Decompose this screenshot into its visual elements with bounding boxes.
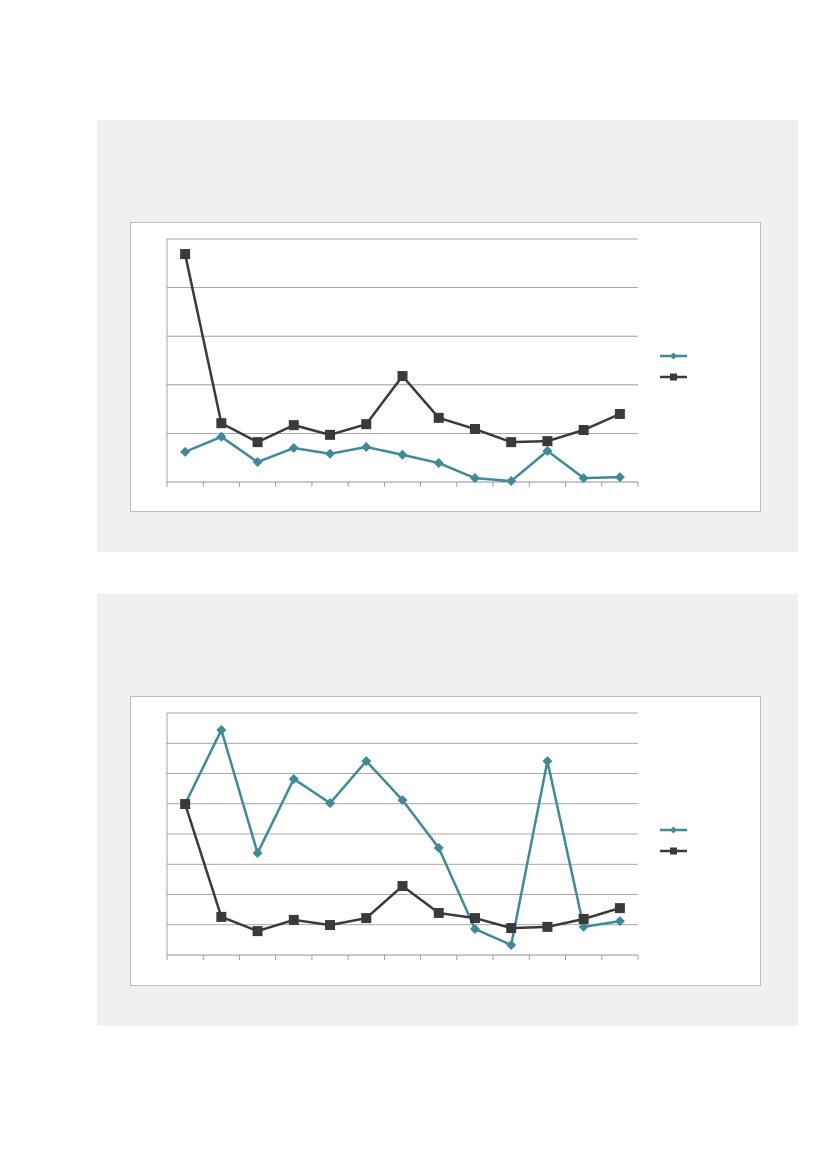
point xyxy=(216,431,227,442)
point xyxy=(397,371,408,382)
point xyxy=(252,457,263,468)
point xyxy=(325,429,336,440)
point xyxy=(288,420,299,431)
legend-symbol xyxy=(670,373,677,381)
legend-symbol xyxy=(670,847,677,855)
point xyxy=(614,903,625,914)
point xyxy=(542,921,553,932)
point xyxy=(361,442,372,453)
chart-frame xyxy=(130,696,761,986)
point xyxy=(216,724,227,735)
point xyxy=(361,756,372,767)
point xyxy=(506,940,517,951)
point xyxy=(397,449,408,460)
chart-frame xyxy=(130,222,761,512)
point xyxy=(614,472,625,483)
point xyxy=(252,437,263,448)
legend-marker xyxy=(670,847,677,855)
point xyxy=(506,476,517,487)
point xyxy=(252,848,263,859)
point xyxy=(469,923,480,934)
point xyxy=(433,842,444,853)
legend-marker xyxy=(670,826,677,834)
legend-symbol xyxy=(670,826,677,834)
point xyxy=(614,408,625,419)
point xyxy=(397,881,408,892)
point xyxy=(216,418,227,429)
point xyxy=(361,913,372,924)
legend-marker xyxy=(670,352,677,360)
point xyxy=(288,442,299,453)
point xyxy=(578,921,589,932)
legend-symbol xyxy=(670,352,677,360)
point xyxy=(433,412,444,423)
point xyxy=(433,458,444,469)
point xyxy=(288,914,299,925)
point xyxy=(578,473,589,484)
point xyxy=(542,756,553,767)
point xyxy=(578,424,589,435)
point xyxy=(542,436,553,447)
point xyxy=(361,419,372,430)
point xyxy=(397,795,408,806)
legend-marker xyxy=(670,373,677,381)
point xyxy=(325,920,336,931)
point xyxy=(180,249,191,260)
point xyxy=(469,473,480,484)
point xyxy=(469,424,480,435)
point xyxy=(578,914,589,925)
point xyxy=(288,773,299,784)
point xyxy=(325,798,336,809)
point xyxy=(614,916,625,927)
point xyxy=(252,926,263,937)
point xyxy=(506,437,517,448)
point xyxy=(433,907,444,918)
point xyxy=(469,913,480,924)
point xyxy=(180,799,191,810)
point xyxy=(325,448,336,459)
point xyxy=(180,446,191,457)
point xyxy=(542,445,553,456)
point xyxy=(506,923,517,934)
point xyxy=(216,911,227,922)
